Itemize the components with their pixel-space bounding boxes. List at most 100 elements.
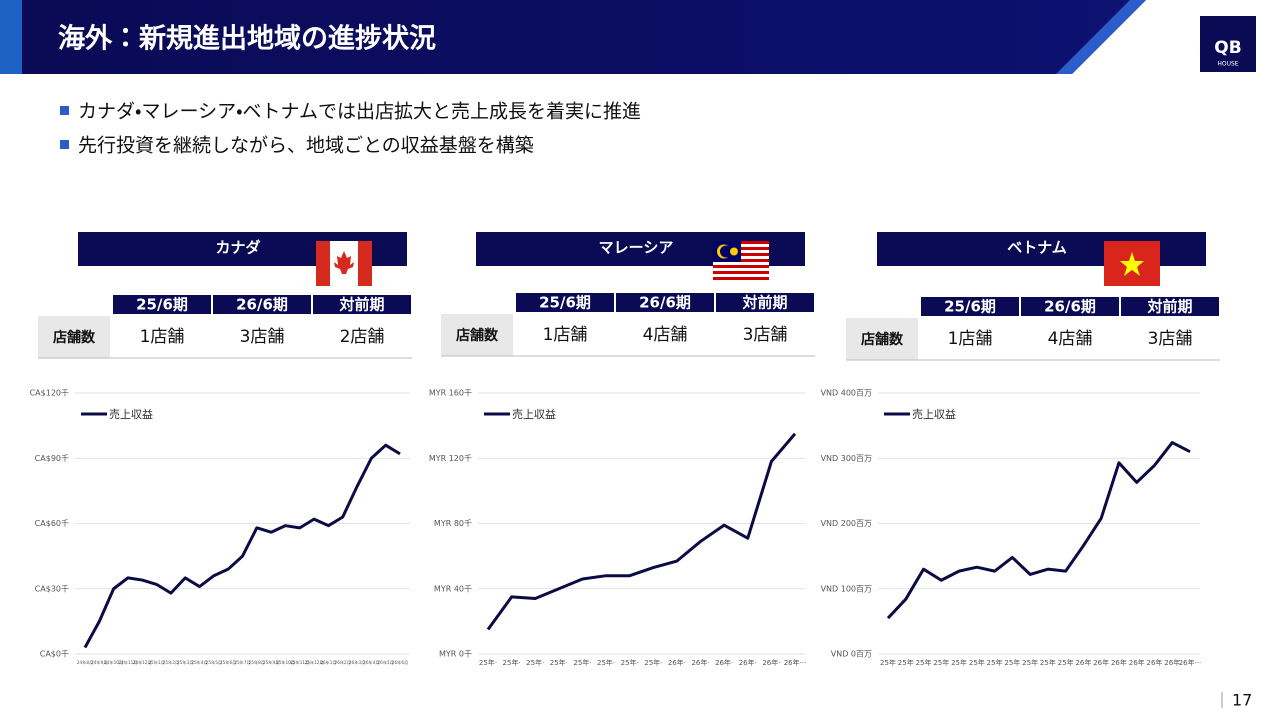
x-tick-label: 26年 [1164, 658, 1180, 667]
bullet: カナダ・マレーシア・ベトナムでは出店拡大と売上成長を着実に推進 [78, 101, 641, 123]
x-tick-label: 26年··· [784, 658, 807, 667]
y-tick-label: VND 400百万 [821, 389, 872, 398]
flag-vietnam [1104, 241, 1160, 286]
table-header-cell [313, 295, 411, 314]
x-tick-label: 26年· [715, 658, 733, 667]
x-tick-label: 25年12月 [305, 659, 324, 666]
header-strip [0, 0, 22, 74]
y-tick-label: VND 200百万 [821, 519, 872, 528]
x-tick-label: 25年· [597, 658, 615, 667]
x-tick-label: 25年 [1040, 658, 1056, 667]
series-line [886, 441, 1191, 620]
y-tick-label: VND 300百万 [821, 454, 872, 463]
table-header: 25/6期 [136, 296, 188, 314]
x-tick-label: 25年· [621, 658, 639, 667]
table-header: 26/6期 [639, 294, 691, 312]
table-cell: 3店舗 [743, 325, 788, 345]
header-accent [1056, 0, 1146, 74]
region-name: マレーシア [599, 239, 674, 257]
table-row-label-cell [846, 318, 918, 360]
x-tick-label: 25年10月 [276, 659, 295, 666]
x-tick-label: 26年 [1129, 658, 1145, 667]
x-tick-label: 25年3月 [177, 659, 193, 666]
x-tick-label: 26年· [668, 658, 686, 667]
x-tick-label: 26年· [762, 658, 780, 667]
legend-label: 売上収益 [912, 407, 956, 421]
table-row-label: 店舗数 [53, 329, 96, 346]
x-tick-label: 26年 [1111, 658, 1127, 667]
series-line [486, 432, 797, 631]
table-header-cell [1021, 297, 1119, 316]
x-tick-label: 25年 [987, 658, 1003, 667]
table-cell: 4店舗 [643, 325, 688, 345]
y-tick-label: MYR 80千 [434, 518, 472, 528]
x-tick-label: 26年 [1147, 658, 1163, 667]
logo-name: HOUSE [1217, 61, 1238, 68]
x-tick-label: 25年 [1022, 658, 1038, 667]
x-tick-label: 24年8月 [77, 659, 93, 666]
table-header-cell [516, 293, 614, 312]
table-header: 対前期 [741, 294, 787, 312]
x-tick-label: 25年· [644, 658, 662, 667]
flag-malaysia [713, 241, 769, 283]
x-tick-label: 25年 [969, 658, 985, 667]
x-tick-label: 24年10月 [104, 659, 123, 666]
x-tick-label: 25年 [916, 658, 932, 667]
x-tick-label: 25年5月 [206, 659, 222, 666]
x-tick-label: 26年6月 [392, 659, 408, 666]
x-tick-label: 26年2月 [335, 659, 351, 666]
x-tick-label: 25年· [526, 658, 544, 667]
x-tick-label: 25年 [898, 658, 914, 667]
table-cell: 4店舗 [1048, 329, 1093, 349]
logo-box [1200, 16, 1256, 72]
x-tick-label: 25年1月 [148, 659, 164, 666]
table-row-label-cell [441, 314, 513, 356]
x-tick-label: 26年 [1093, 658, 1109, 667]
table-header-cell [921, 297, 1019, 316]
table-cell: 3店舗 [1148, 329, 1193, 349]
x-tick-label: 26年1月 [320, 659, 336, 666]
x-tick-label: 24年9月 [91, 659, 107, 666]
x-tick-label: 25年 [1004, 658, 1020, 667]
table-row-label: 店舗数 [861, 331, 904, 348]
y-tick-label: CA$120千 [30, 388, 69, 398]
x-tick-label: 26年 [1075, 658, 1091, 667]
x-tick-label: 25年· [550, 658, 568, 667]
y-tick-label: CA$30千 [35, 583, 69, 593]
logo-mark: QB [1214, 38, 1241, 58]
table-cell: 1店舗 [140, 327, 185, 347]
x-tick-label: 25年2月 [163, 659, 179, 666]
x-tick-label: 25年 [1058, 658, 1074, 667]
y-tick-label: MYR 0千 [439, 649, 472, 659]
table-header: 26/6期 [1044, 298, 1096, 316]
y-tick-label: VND 0百万 [831, 650, 872, 659]
x-tick-label: 25年7月 [234, 659, 250, 666]
x-tick-label: 25年 [933, 658, 949, 667]
y-tick-label: CA$90千 [35, 453, 69, 463]
table-header: 対前期 [1146, 298, 1192, 316]
y-tick-label: MYR 120千 [429, 453, 472, 463]
x-tick-label: 26年··· [1179, 658, 1202, 667]
x-tick-label: 26年3月 [349, 659, 365, 666]
x-tick-label: 25年4月 [191, 659, 207, 666]
y-tick-label: MYR 40千 [434, 583, 472, 593]
x-tick-label: 24年12月 [133, 659, 152, 666]
table-header-cell [716, 293, 814, 312]
x-tick-label: 25年6月 [220, 659, 236, 666]
x-tick-label: 25年8月 [249, 659, 265, 666]
y-tick-label: MYR 160千 [429, 388, 472, 398]
table-cell: 3店舗 [240, 327, 285, 347]
y-tick-label: CA$0千 [40, 649, 69, 659]
bullet: 先行投資を継続しながら、地域ごとの収益基盤を構築 [78, 135, 534, 157]
region-name: カナダ [215, 239, 260, 257]
header-band [0, 0, 1146, 74]
x-tick-label: 25年9月 [263, 659, 279, 666]
table-header: 25/6期 [539, 294, 591, 312]
x-tick-label: 25年 [951, 658, 967, 667]
bullet-mark [60, 140, 69, 149]
bullet-mark [60, 106, 69, 115]
table-header: 25/6期 [944, 298, 996, 316]
x-tick-label: 25年· [479, 658, 497, 667]
region-name: ベトナム [1007, 239, 1067, 257]
